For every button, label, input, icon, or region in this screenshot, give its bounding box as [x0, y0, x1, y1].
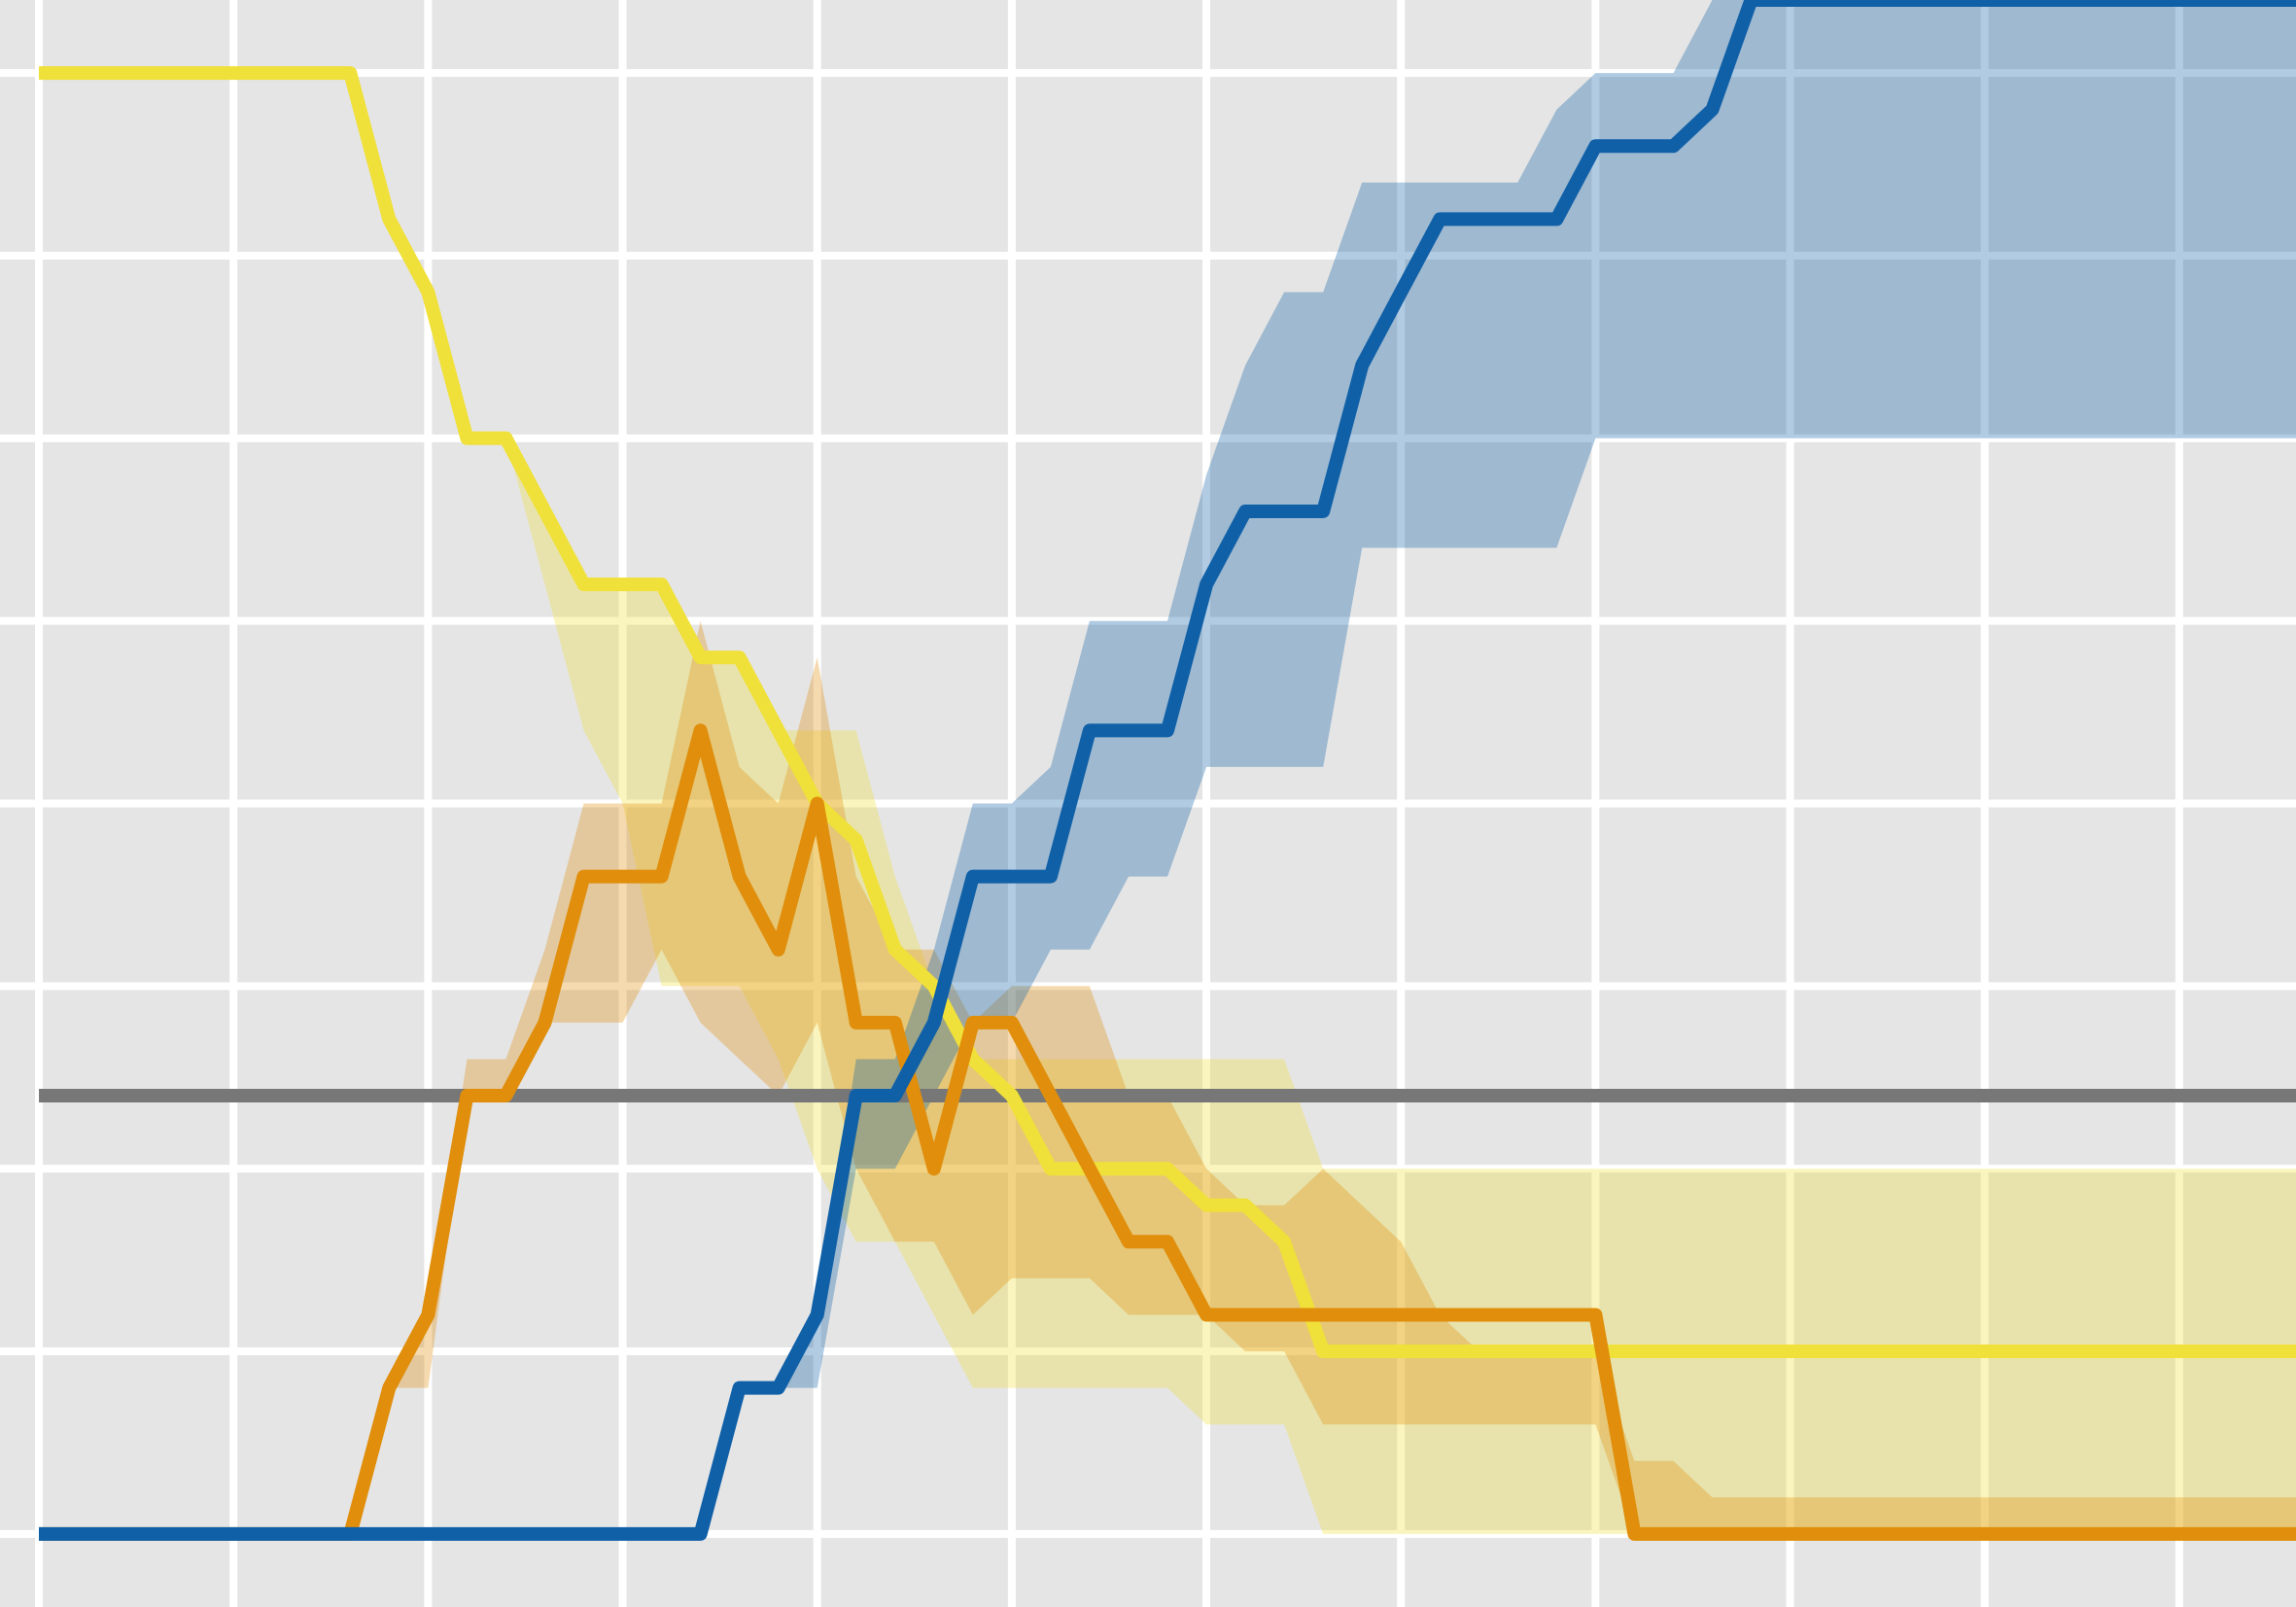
series-lines	[39, 0, 2296, 1541]
series-band	[39, 620, 2296, 1534]
confidence-bands	[39, 0, 2296, 1534]
series-band	[39, 73, 2296, 1534]
series-line	[39, 66, 2296, 1358]
series-band	[39, 0, 2296, 1534]
series-line	[39, 723, 2296, 1541]
series-line	[39, 0, 2296, 1541]
